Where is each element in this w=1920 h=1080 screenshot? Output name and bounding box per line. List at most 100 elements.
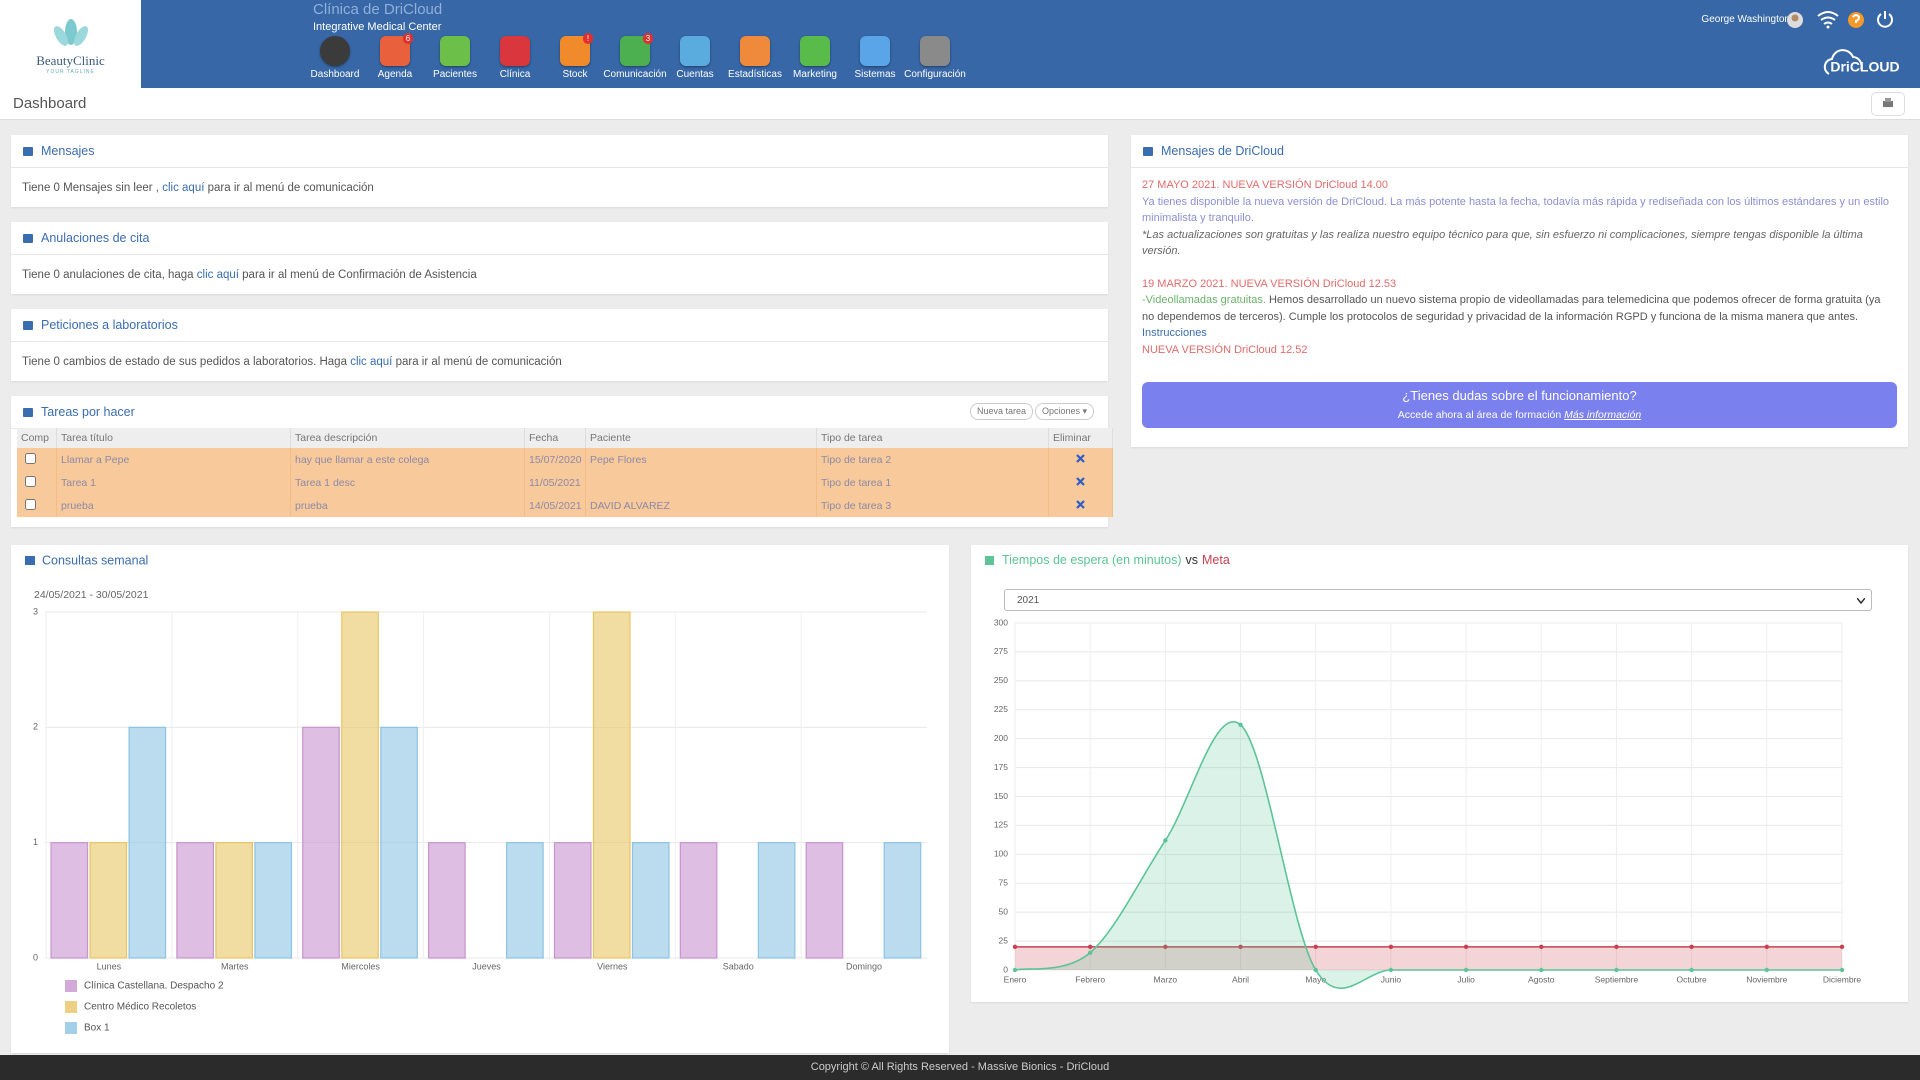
select-arrow <box>1857 598 1865 604</box>
task-cell: Pepe Flores <box>586 448 817 471</box>
info-panel: Peticiones a laboratorios Tiene 0 cambios… <box>11 309 1108 381</box>
line-chart-panel <box>971 545 1908 1002</box>
header-icons: DriCLOUD <box>1785 8 1910 83</box>
panel-link[interactable]: clic aquí <box>197 269 239 281</box>
title-bar: Dashboard <box>0 88 1920 120</box>
panel-icon <box>23 321 33 330</box>
news-lead: -Videollamadas gratuitas. <box>1142 294 1266 306</box>
tasks-header: Tareas por hacer <box>11 396 1108 429</box>
panel-text: para ir al menú de comunicación <box>396 356 562 368</box>
task-cell: prueba <box>291 494 525 517</box>
task-cell <box>1049 494 1113 517</box>
tasks-title: Tareas por hacer <box>41 405 135 419</box>
task-checkbox[interactable] <box>25 453 36 464</box>
panel-text: para ir al menú de Confirmación de Asist… <box>242 269 477 281</box>
panel-text: Tiene 0 anulaciones de cita, haga <box>22 269 194 281</box>
task-cell: Tipo de tarea 1 <box>817 471 1049 494</box>
task-cell: Llamar a Pepe <box>57 448 291 471</box>
panel-body: Tiene 0 anulaciones de cita, haga clic a… <box>11 255 1108 295</box>
task-cell <box>586 471 817 494</box>
year-select[interactable]: 2021 <box>1004 589 1872 611</box>
news-title: Mensajes de DriCloud <box>1161 144 1284 158</box>
clinic-name: Clínica de DriCloud <box>313 1 442 18</box>
panel-header: Peticiones a laboratorios <box>11 309 1108 342</box>
header: BeautyClinic YOUR TAGLINE Clínica de Dri… <box>0 0 1920 88</box>
panel-icon <box>23 234 33 243</box>
delete-glyph <box>1077 478 1084 485</box>
column-header: Tipo de tarea <box>817 428 1049 448</box>
info-panel: Mensajes Tiene 0 Mensajes sin leer , clic… <box>11 135 1108 207</box>
panel-title: Peticiones a laboratorios <box>41 318 178 332</box>
nav-icon <box>740 36 770 66</box>
nav-icon <box>920 36 950 66</box>
news-heading: NUEVA VERSIÓN DriCloud 12.52 <box>1142 344 1307 356</box>
panel-link[interactable]: clic aquí <box>162 182 204 194</box>
task-cell: 15/07/2020 <box>525 448 586 471</box>
logo[interactable]: BeautyClinic YOUR TAGLINE <box>0 0 141 88</box>
footer: Copyright © All Rights Reserved - Massiv… <box>0 1055 1920 1080</box>
task-cell: DAVID ALVAREZ <box>586 494 817 517</box>
news-note: *Las actualizaciones son gratuitas y las… <box>1142 229 1863 258</box>
column-header: Eliminar <box>1049 428 1113 448</box>
panel-header: Mensajes <box>11 135 1108 168</box>
bar-chart-panel <box>11 545 949 1053</box>
center-name: Integrative Medical Center <box>313 21 441 33</box>
panel-title: Mensajes <box>41 144 95 158</box>
task-button[interactable]: Nueva tarea <box>970 403 1033 420</box>
nav-icon <box>500 36 530 66</box>
delete-glyph <box>1077 455 1084 462</box>
year-select-value: 2021 <box>1017 595 1039 606</box>
nav-item[interactable]: Configuración <box>905 36 965 86</box>
task-button[interactable]: Opciones ▾ <box>1035 403 1094 420</box>
column-header: Paciente <box>586 428 817 448</box>
help-banner[interactable]: ¿Tienes dudas sobre el funcionamiento? A… <box>1142 382 1897 428</box>
help-text: Accede ahora al área de formación <box>1398 409 1561 421</box>
task-cell <box>17 448 57 471</box>
print-icon <box>1872 93 1904 115</box>
column-header: Tarea título <box>57 428 291 448</box>
panel-text: Tiene 0 Mensajes sin leer , <box>22 182 159 194</box>
news-list: 27 MAYO 2021. NUEVA VERSIÓN DriCloud 14.… <box>1142 177 1892 368</box>
user-name[interactable]: George Washington <box>1701 14 1790 25</box>
panel-body: Tiene 0 cambios de estado de sus pedidos… <box>11 342 1108 382</box>
news-item: 27 MAYO 2021. NUEVA VERSIÓN DriCloud 14.… <box>1142 177 1892 260</box>
delete-icon[interactable] <box>1076 500 1085 509</box>
panel-title: Anulaciones de cita <box>41 231 149 245</box>
news-text: Ya tienes disponible la nueva versión de… <box>1142 196 1889 225</box>
print-button[interactable] <box>1871 92 1905 116</box>
task-checkbox[interactable] <box>25 499 36 510</box>
nav-icon <box>680 36 710 66</box>
nav-label: Configuración <box>895 69 975 80</box>
news-header: Mensajes de DriCloud <box>1131 135 1908 168</box>
delete-icon[interactable] <box>1076 477 1085 486</box>
nav-icon <box>800 36 830 66</box>
task-cell: Tipo de tarea 2 <box>817 448 1049 471</box>
news-item: 19 MARZO 2021. NUEVA VERSIÓN DriCloud 12… <box>1142 276 1892 359</box>
panel-header: Anulaciones de cita <box>11 222 1108 255</box>
task-row: Tarea 1Tarea 1 desc11/05/2021Tipo de tar… <box>17 471 1113 494</box>
nav-icon <box>440 36 470 66</box>
task-cell: Tarea 1 desc <box>291 471 525 494</box>
help-link[interactable]: Más información <box>1564 409 1641 421</box>
task-cell: 14/05/2021 <box>525 494 586 517</box>
delete-icon[interactable] <box>1076 454 1085 463</box>
nav-badge: 3 <box>643 33 653 44</box>
task-cell <box>17 471 57 494</box>
delete-glyph <box>1077 501 1084 508</box>
panel-text: para ir al menú de comunicación <box>208 182 374 194</box>
task-cell <box>17 494 57 517</box>
table-header-row: CompTarea títuloTarea descripciónFechaPa… <box>17 428 1113 448</box>
logo-icon <box>41 12 101 52</box>
logo-tagline: YOUR TAGLINE <box>0 69 141 75</box>
panel-text: Tiene 0 cambios de estado de sus pedidos… <box>22 356 347 368</box>
task-cell: hay que llamar a este colega <box>291 448 525 471</box>
task-row: Llamar a Pepehay que llamar a este coleg… <box>17 448 1113 471</box>
task-checkbox[interactable] <box>25 476 36 487</box>
column-header: Comp <box>17 428 57 448</box>
task-cell <box>1049 471 1113 494</box>
panel-link[interactable]: clic aquí <box>350 356 392 368</box>
nav-badge: 6 <box>403 33 413 44</box>
tasks-table: CompTarea títuloTarea descripciónFechaPa… <box>17 428 1113 517</box>
task-row: pruebaprueba14/05/2021DAVID ALVAREZTipo … <box>17 494 1113 517</box>
news-link[interactable]: Instrucciones <box>1142 327 1207 339</box>
